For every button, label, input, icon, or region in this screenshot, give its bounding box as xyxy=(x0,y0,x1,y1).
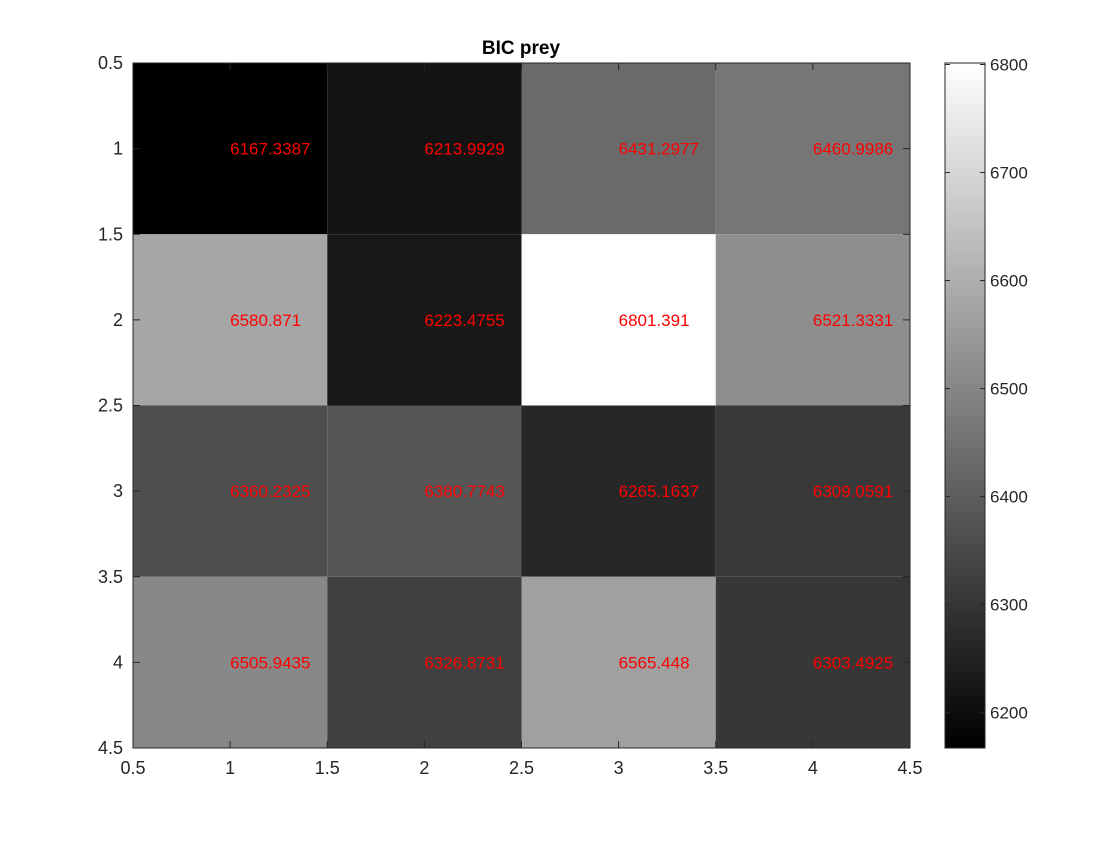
y-tick-label: 4.5 xyxy=(98,738,123,758)
heatmap-cell-labels: 6167.3387 6213.9929 6431.2977 6460.9986 6580… xyxy=(230,140,893,673)
heatmap-cell xyxy=(715,234,910,406)
cell-value-label: 6460.9986 xyxy=(813,140,893,159)
y-tick-label: 0.5 xyxy=(98,53,123,73)
colorbar-tick-label: 6800 xyxy=(990,56,1028,75)
cell-value-label: 6223.4755 xyxy=(424,311,504,330)
x-tick-label: 3.5 xyxy=(703,758,728,778)
heatmap-cell xyxy=(327,405,522,577)
colorbar: 6200 6300 6400 6500 6600 6700 6800 xyxy=(944,56,1028,749)
colorbar-tick-label: 6400 xyxy=(990,488,1028,507)
colorbar-tick-label: 6500 xyxy=(990,380,1028,399)
x-axis: 0.5 1 1.5 2 2.5 3 3.5 4 4.5 xyxy=(120,63,923,778)
y-tick-label: 2.5 xyxy=(98,396,123,416)
heatmap-cell xyxy=(133,405,328,577)
cell-value-label: 6309.0591 xyxy=(813,482,893,501)
x-tick-label: 3 xyxy=(614,758,624,778)
x-tick-label: 2.5 xyxy=(509,758,534,778)
cell-value-label: 6801.391 xyxy=(619,311,690,330)
colorbar-tick-label: 6700 xyxy=(990,164,1028,183)
cell-value-label: 6326.8731 xyxy=(424,653,504,672)
cell-value-label: 6380.7743 xyxy=(424,482,504,501)
cell-value-label: 6505.9435 xyxy=(230,653,310,672)
x-tick-label: 4.5 xyxy=(897,758,922,778)
heatmap-cell xyxy=(133,234,328,406)
heatmap-cells xyxy=(133,63,910,748)
x-tick-label: 4 xyxy=(808,758,818,778)
heatmap-cell xyxy=(521,234,716,406)
cell-value-label: 6521.3331 xyxy=(813,311,893,330)
cell-value-label: 6431.2977 xyxy=(619,140,699,159)
colorbar-tick-label: 6600 xyxy=(990,272,1028,291)
y-axis: 0.5 1 1.5 2 2.5 3 3.5 4 4.5 xyxy=(98,53,910,758)
cell-value-label: 6167.3387 xyxy=(230,140,310,159)
heatmap-cell xyxy=(521,63,716,235)
x-tick-label: 1.5 xyxy=(315,758,340,778)
heatmap-cell xyxy=(715,63,910,235)
heatmap-cell xyxy=(133,576,328,748)
x-tick-label: 1 xyxy=(225,758,235,778)
x-tick-label: 0.5 xyxy=(120,758,145,778)
cell-value-label: 6565.448 xyxy=(619,653,690,672)
heatmap-cell xyxy=(327,576,522,748)
chart-title: BIC prey xyxy=(482,38,561,59)
cell-value-label: 6265.1637 xyxy=(619,482,699,501)
colorbar-gradient xyxy=(944,62,986,749)
x-tick-label: 2 xyxy=(419,758,429,778)
heatmap-cell xyxy=(327,234,522,406)
heatmap-cell xyxy=(715,576,910,748)
colorbar-tick-label: 6200 xyxy=(990,704,1028,723)
heatmap-cell xyxy=(521,576,716,748)
cell-value-label: 6580.871 xyxy=(230,311,301,330)
colorbar-tick-label: 6300 xyxy=(990,596,1028,615)
heatmap-cell xyxy=(521,405,716,577)
y-tick-label: 1 xyxy=(113,139,123,159)
cell-value-label: 6303.4925 xyxy=(813,653,893,672)
y-tick-label: 4 xyxy=(113,652,123,672)
y-tick-label: 3 xyxy=(113,481,123,501)
cell-value-label: 6213.9929 xyxy=(424,140,504,159)
cell-value-label: 6360.2325 xyxy=(230,482,310,501)
y-tick-label: 1.5 xyxy=(98,224,123,244)
colorbar-ticks: 6200 6300 6400 6500 6600 6700 6800 xyxy=(945,56,1028,723)
heatmap-cell xyxy=(327,63,522,235)
y-tick-label: 2 xyxy=(113,310,123,330)
heatmap-cell xyxy=(715,405,910,577)
heatmap-cell xyxy=(133,63,328,235)
y-tick-label: 3.5 xyxy=(98,567,123,587)
